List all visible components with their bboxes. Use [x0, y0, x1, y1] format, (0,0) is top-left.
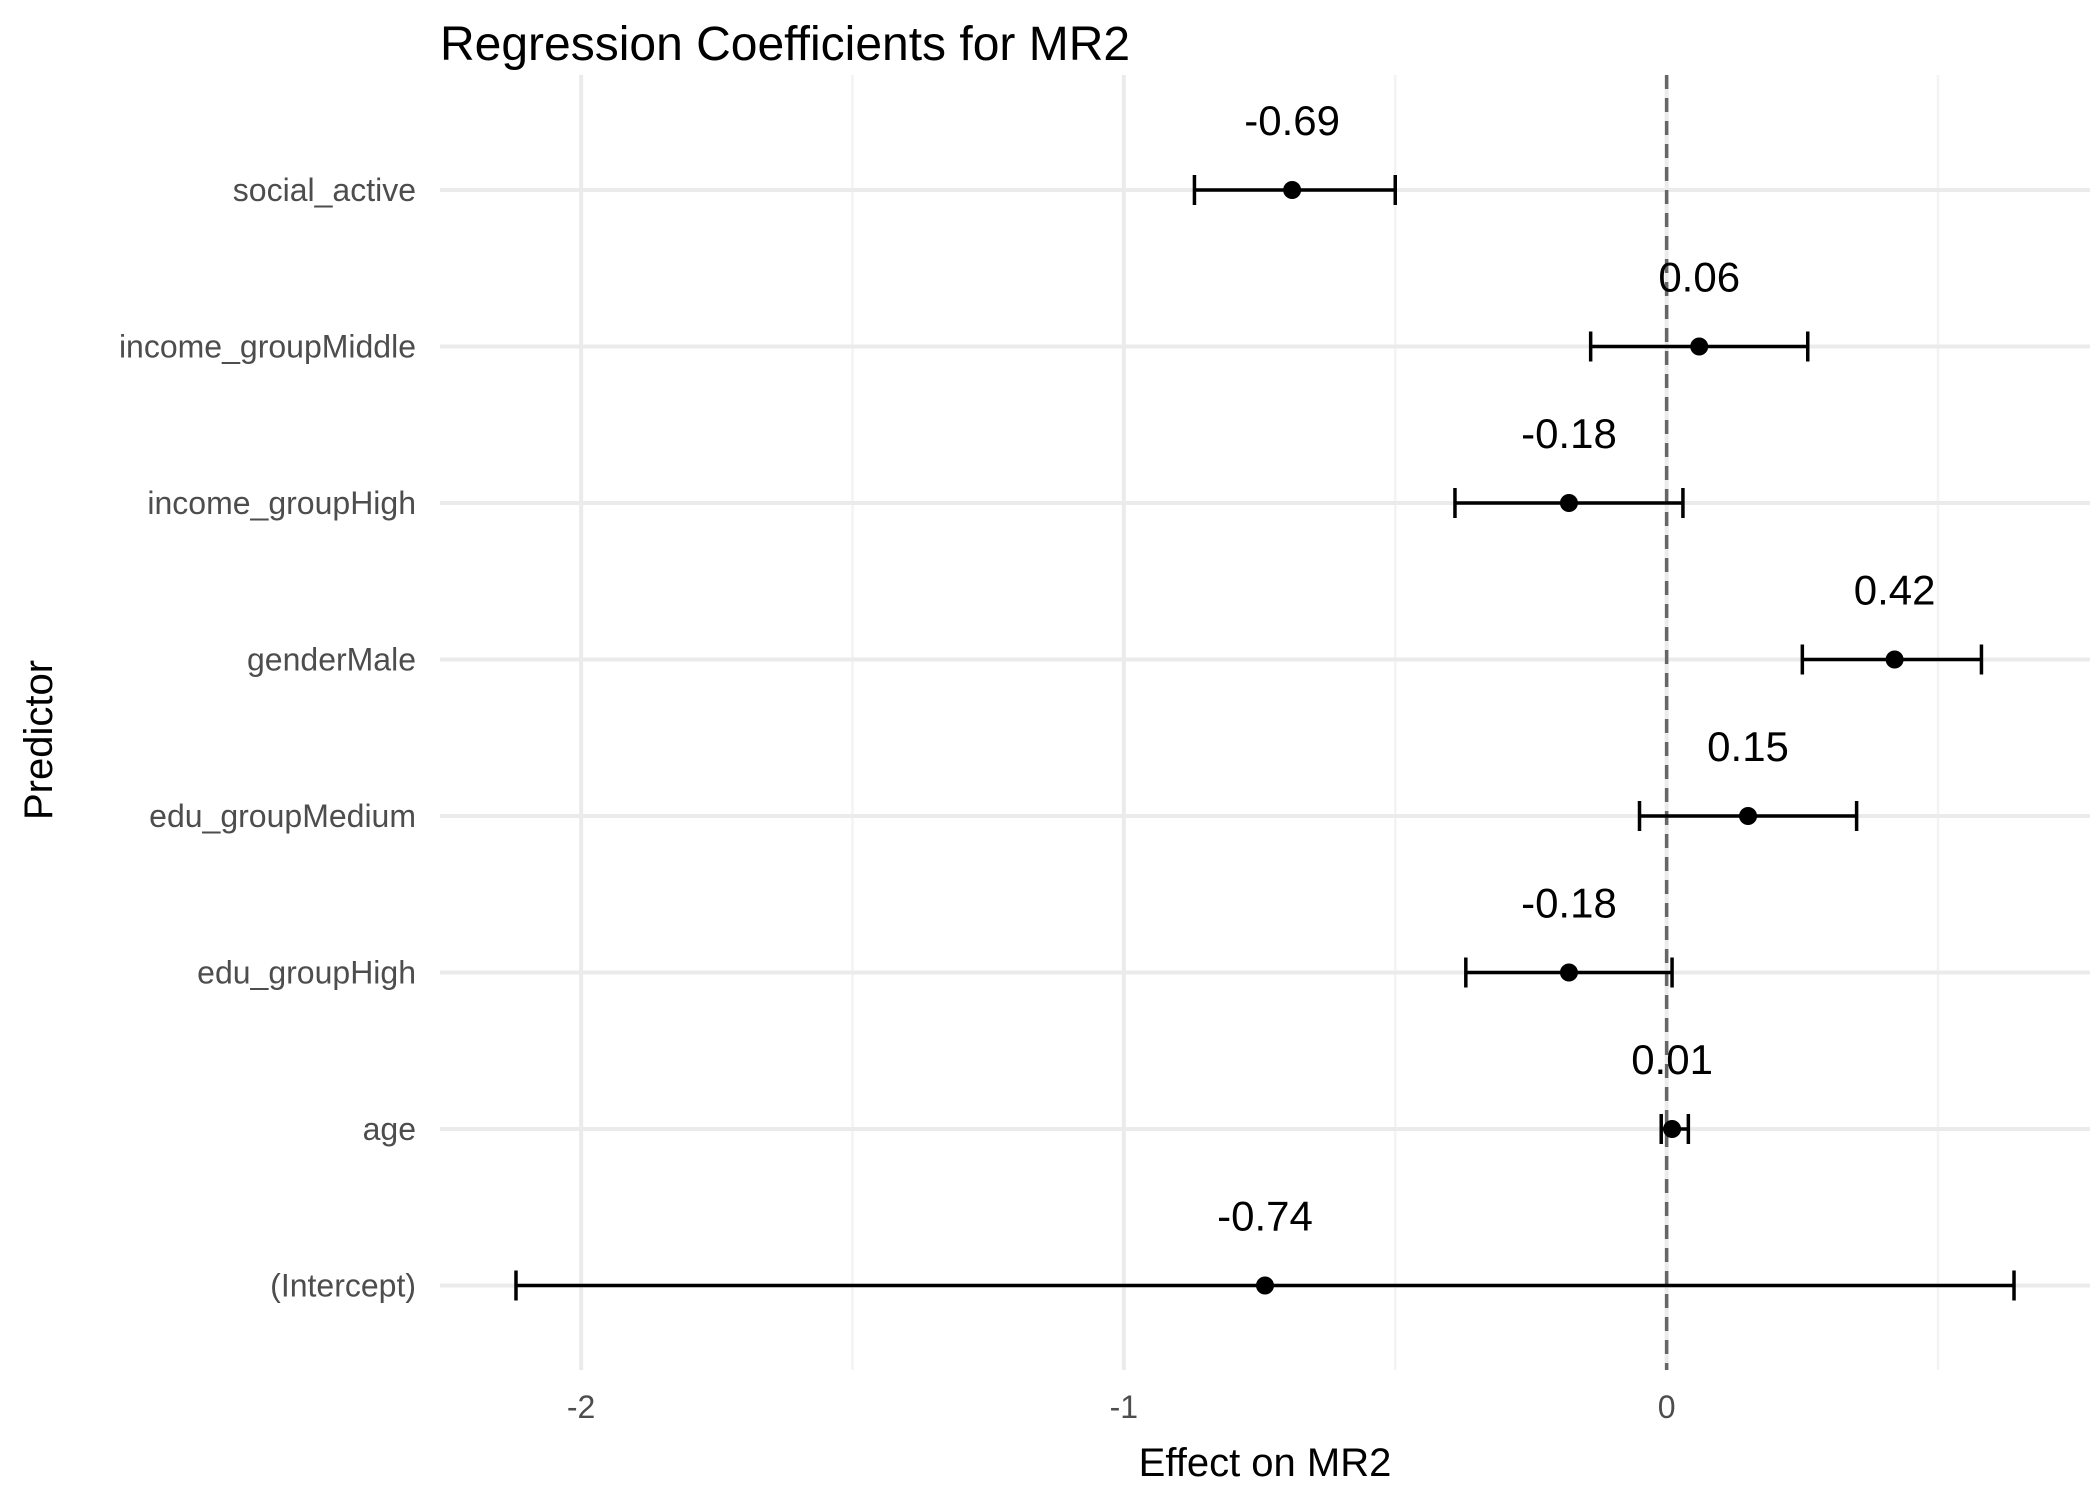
- coefficient-row: [1192, 175, 1398, 205]
- axis-layer: social_active income_groupMiddle income_gr…: [119, 172, 1676, 1425]
- value-label: 0.15: [1707, 723, 1789, 770]
- coefficient-row: [1659, 1114, 1691, 1144]
- y-tick-label: (Intercept): [270, 1268, 416, 1304]
- coefficient-row: [1453, 488, 1685, 518]
- coefficient-row: [514, 1270, 2016, 1301]
- estimate-point: [1559, 494, 1578, 512]
- value-label: 0.06: [1658, 254, 1740, 301]
- labels-layer: -0.69 0.06 -0.18 0.42 0.15 -0.18 0.01 -0.74: [1217, 97, 1935, 1240]
- x-tick-label: -2: [567, 1389, 595, 1425]
- y-tick-label: edu_groupMedium: [149, 798, 416, 834]
- coefficient-row: [1800, 644, 1984, 675]
- value-label: -0.18: [1521, 410, 1617, 457]
- estimate-point: [1283, 181, 1302, 199]
- marks-layer: [514, 175, 2016, 1301]
- estimate-point: [1739, 807, 1758, 825]
- y-tick-label: age: [363, 1111, 416, 1147]
- estimate-point: [1256, 1276, 1274, 1295]
- y-tick-label: income_groupHigh: [147, 485, 416, 521]
- coefficient-row: [1464, 957, 1674, 988]
- chart-title: Regression Coefficients for MR2: [440, 18, 1130, 71]
- estimate-point: [1663, 1120, 1682, 1138]
- value-label: -0.69: [1244, 97, 1340, 144]
- y-tick-label: social_active: [233, 172, 416, 208]
- estimate-point: [1690, 337, 1709, 356]
- grid-layer: [440, 75, 2090, 1370]
- x-axis-title: Effect on MR2: [1139, 1441, 1392, 1485]
- value-label: 0.01: [1631, 1036, 1713, 1083]
- value-label: -0.74: [1217, 1193, 1313, 1240]
- value-label: -0.18: [1521, 880, 1617, 927]
- x-tick-label: 0: [1658, 1389, 1676, 1425]
- y-tick-label: genderMale: [247, 642, 416, 678]
- y-tick-label: edu_groupHigh: [197, 955, 416, 991]
- estimate-point: [1885, 650, 1904, 669]
- coefficient-row: [1588, 331, 1810, 362]
- estimate-point: [1559, 963, 1578, 982]
- coefficient-row: [1637, 801, 1859, 831]
- y-axis-title: Predictor: [17, 660, 61, 820]
- x-tick-label: -1: [1110, 1389, 1138, 1425]
- y-tick-label: income_groupMiddle: [119, 329, 416, 365]
- value-label: 0.42: [1854, 567, 1936, 614]
